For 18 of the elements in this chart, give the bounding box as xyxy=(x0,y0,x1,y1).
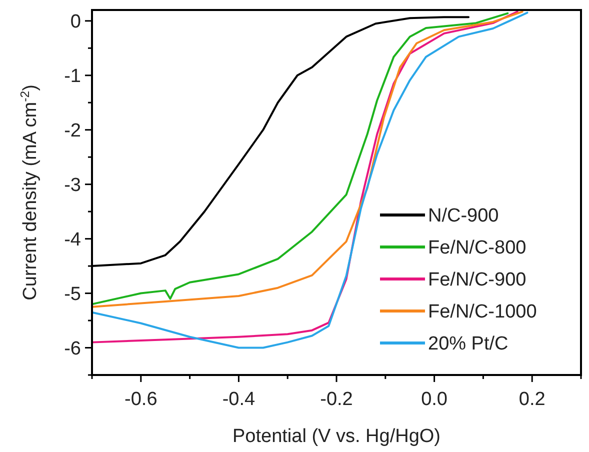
y-tick-label: -5 xyxy=(64,284,81,305)
legend-label: Fe/N/C-1000 xyxy=(428,302,537,323)
x-tick-label: 0.0 xyxy=(421,389,448,410)
y-tick-label: -3 xyxy=(64,174,81,196)
x-tick-label: 0.2 xyxy=(518,389,546,410)
legend-label: N/C-900 xyxy=(428,206,499,227)
x-tick-label: -0.2 xyxy=(320,389,353,410)
y-tick-label: -1 xyxy=(64,66,81,88)
x-axis-title: Potential (V vs. Hg/HgO) xyxy=(232,426,441,447)
y-tick-label: -4 xyxy=(64,229,82,250)
legend-label: 20% Pt/C xyxy=(428,334,508,355)
legend-label: Fe/N/C-800 xyxy=(428,238,526,259)
x-tick-label: -0.4 xyxy=(222,389,256,410)
x-tick-label: -0.6 xyxy=(124,389,158,410)
legend-label: Fe/N/C-900 xyxy=(428,270,526,291)
y-tick-label: 0 xyxy=(70,12,81,33)
y-tick-label: -6 xyxy=(64,338,81,360)
y-tick-label: -2 xyxy=(64,120,81,142)
